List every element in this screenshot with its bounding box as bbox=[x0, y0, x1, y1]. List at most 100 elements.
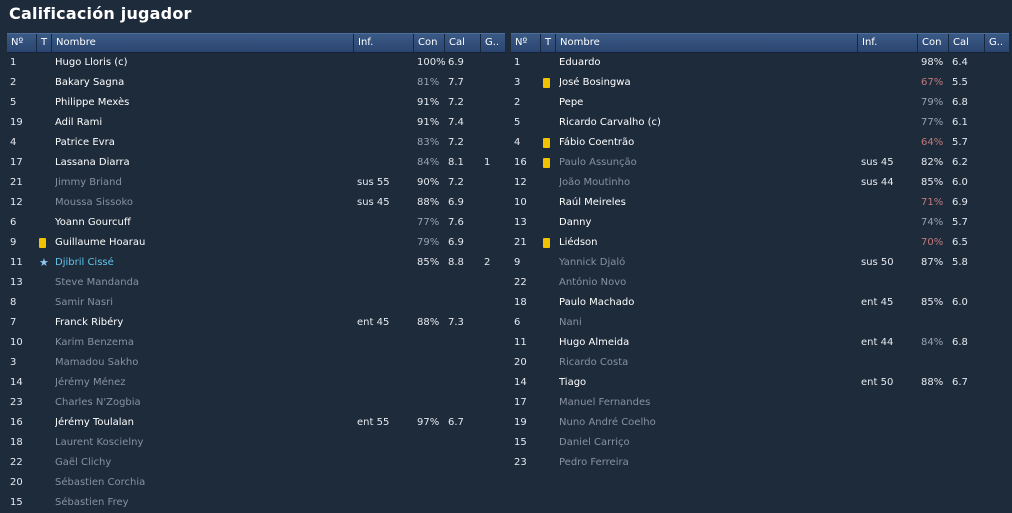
column-header-name[interactable]: Nombre bbox=[52, 34, 354, 52]
table-row[interactable]: 21 Liédson 70% 6.5 bbox=[511, 233, 1009, 253]
table-row[interactable]: 19 Nuno André Coelho bbox=[511, 413, 1009, 433]
column-header-inf[interactable]: Inf. bbox=[858, 34, 918, 52]
table-row[interactable]: 8 Samir Nasri bbox=[7, 293, 505, 313]
table-row[interactable]: 14 Jérémy Ménez bbox=[7, 373, 505, 393]
table-row[interactable]: 7 Franck Ribéry ent 45 88% 7.3 bbox=[7, 313, 505, 333]
table-row[interactable]: 12 Moussa Sissoko sus 45 88% 6.9 bbox=[7, 193, 505, 213]
column-header-g[interactable]: G.. bbox=[485, 37, 500, 48]
table-row[interactable]: 17 Manuel Fernandes bbox=[511, 393, 1009, 413]
player-name[interactable]: Liédson bbox=[559, 237, 598, 248]
player-name[interactable]: António Novo bbox=[559, 277, 627, 288]
table-row[interactable]: 22 António Novo bbox=[511, 273, 1009, 293]
player-name[interactable]: Tiago bbox=[559, 377, 587, 388]
column-header-num[interactable]: Nº bbox=[7, 34, 37, 52]
player-name[interactable]: Jérémy Ménez bbox=[55, 377, 126, 388]
player-name[interactable]: Samir Nasri bbox=[55, 297, 113, 308]
table-row[interactable]: 15 Sébastien Frey bbox=[7, 493, 505, 513]
column-header-g[interactable]: G.. bbox=[989, 37, 1004, 48]
table-row[interactable]: 20 Ricardo Costa bbox=[511, 353, 1009, 373]
table-row[interactable]: 10 Karim Benzema bbox=[7, 333, 505, 353]
table-row[interactable]: 5 Philippe Mexès 91% 7.2 bbox=[7, 93, 505, 113]
column-header-t[interactable]: T bbox=[37, 34, 52, 52]
player-name[interactable]: Yannick Djaló bbox=[559, 257, 626, 268]
table-row[interactable]: 18 Laurent Koscielny bbox=[7, 433, 505, 453]
player-name[interactable]: Adil Rami bbox=[55, 117, 103, 128]
table-row[interactable]: 16 Paulo Assunção sus 45 82% 6.2 bbox=[511, 153, 1009, 173]
column-header-con[interactable]: Con bbox=[918, 34, 949, 52]
column-header-con[interactable]: Con bbox=[414, 34, 445, 52]
player-name[interactable]: Pedro Ferreira bbox=[559, 457, 629, 468]
table-row[interactable]: 1 Eduardo 98% 6.4 bbox=[511, 53, 1009, 73]
table-row[interactable]: 10 Raúl Meireles 71% 6.9 bbox=[511, 193, 1009, 213]
column-header-name[interactable]: Nombre bbox=[556, 34, 858, 52]
player-name[interactable]: Paulo Machado bbox=[559, 297, 635, 308]
player-name[interactable]: Raúl Meireles bbox=[559, 197, 626, 208]
table-row[interactable]: 9 Yannick Djaló sus 50 87% 5.8 bbox=[511, 253, 1009, 273]
player-name[interactable]: Ricardo Costa bbox=[559, 357, 629, 368]
player-name[interactable]: Pepe bbox=[559, 97, 584, 108]
player-name[interactable]: José Bosingwa bbox=[559, 77, 631, 88]
player-name[interactable]: Hugo Almeida bbox=[559, 337, 630, 348]
player-name[interactable]: Gaël Clichy bbox=[55, 457, 112, 468]
player-name[interactable]: Laurent Koscielny bbox=[55, 437, 144, 448]
table-row[interactable]: 18 Paulo Machado ent 45 85% 6.0 bbox=[511, 293, 1009, 313]
table-row[interactable]: 6 Yoann Gourcuff 77% 7.6 bbox=[7, 213, 505, 233]
player-name[interactable]: Steve Mandanda bbox=[55, 277, 140, 288]
table-row[interactable]: 3 Mamadou Sakho bbox=[7, 353, 505, 373]
column-header-cal[interactable]: Cal bbox=[445, 34, 481, 52]
table-row[interactable]: 15 Daniel Carriço bbox=[511, 433, 1009, 453]
player-name[interactable]: João Moutinho bbox=[559, 177, 631, 188]
table-row[interactable]: 23 Pedro Ferreira bbox=[511, 453, 1009, 473]
player-name[interactable]: Sébastien Frey bbox=[55, 497, 129, 508]
player-name[interactable]: Lassana Diarra bbox=[55, 157, 130, 168]
column-header-t[interactable]: T bbox=[541, 34, 556, 52]
table-row[interactable]: 11 ★ Djibril Cissé 85% 8.8 2 bbox=[7, 253, 505, 273]
column-header-inf[interactable]: Inf. bbox=[354, 34, 414, 52]
player-name[interactable]: Franck Ribéry bbox=[55, 317, 124, 328]
table-row[interactable]: 14 Tiago ent 50 88% 6.7 bbox=[511, 373, 1009, 393]
table-row[interactable]: 4 Fábio Coentrão 64% 5.7 bbox=[511, 133, 1009, 153]
player-name[interactable]: Manuel Fernandes bbox=[559, 397, 651, 408]
player-name[interactable]: Karim Benzema bbox=[55, 337, 134, 348]
table-row[interactable]: 16 Jérémy Toulalan ent 55 97% 6.7 bbox=[7, 413, 505, 433]
player-name[interactable]: Patrice Evra bbox=[55, 137, 115, 148]
table-row[interactable]: 20 Sébastien Corchia bbox=[7, 473, 505, 493]
player-name[interactable]: Sébastien Corchia bbox=[55, 477, 146, 488]
player-name[interactable]: Philippe Mexès bbox=[55, 97, 130, 108]
table-row[interactable]: 17 Lassana Diarra 84% 8.1 1 bbox=[7, 153, 505, 173]
player-name[interactable]: Djibril Cissé bbox=[55, 257, 114, 268]
column-header-cal[interactable]: Cal bbox=[949, 34, 985, 52]
player-name[interactable]: Yoann Gourcuff bbox=[55, 217, 131, 228]
player-name[interactable]: Moussa Sissoko bbox=[55, 197, 134, 208]
player-name[interactable]: Jérémy Toulalan bbox=[55, 417, 134, 428]
table-row[interactable]: 23 Charles N'Zogbia bbox=[7, 393, 505, 413]
table-row[interactable]: 3 José Bosingwa 67% 5.5 bbox=[511, 73, 1009, 93]
table-row[interactable]: 21 Jimmy Briand sus 55 90% 7.2 bbox=[7, 173, 505, 193]
player-name[interactable]: Mamadou Sakho bbox=[55, 357, 139, 368]
player-name[interactable]: Daniel Carriço bbox=[559, 437, 630, 448]
player-name[interactable]: Fábio Coentrão bbox=[559, 137, 635, 148]
table-row[interactable]: 6 Nani bbox=[511, 313, 1009, 333]
player-name[interactable]: Charles N'Zogbia bbox=[55, 397, 141, 408]
table-row[interactable]: 11 Hugo Almeida ent 44 84% 6.8 bbox=[511, 333, 1009, 353]
table-row[interactable]: 22 Gaël Clichy bbox=[7, 453, 505, 473]
player-name[interactable]: Guillaume Hoarau bbox=[55, 237, 146, 248]
table-row[interactable]: 9 Guillaume Hoarau 79% 6.9 bbox=[7, 233, 505, 253]
player-name[interactable]: Bakary Sagna bbox=[55, 77, 125, 88]
table-row[interactable]: 12 João Moutinho sus 44 85% 6.0 bbox=[511, 173, 1009, 193]
table-row[interactable]: 19 Adil Rami 91% 7.4 bbox=[7, 113, 505, 133]
player-name[interactable]: Paulo Assunção bbox=[559, 157, 637, 168]
player-name[interactable]: Jimmy Briand bbox=[55, 177, 122, 188]
table-row[interactable]: 2 Pepe 79% 6.8 bbox=[511, 93, 1009, 113]
column-header-num[interactable]: Nº bbox=[511, 34, 541, 52]
player-name[interactable]: Nuno André Coelho bbox=[559, 417, 656, 428]
player-name[interactable]: Ricardo Carvalho (c) bbox=[559, 117, 661, 128]
player-name[interactable]: Hugo Lloris (c) bbox=[55, 57, 128, 68]
table-row[interactable]: 2 Bakary Sagna 81% 7.7 bbox=[7, 73, 505, 93]
table-row[interactable]: 4 Patrice Evra 83% 7.2 bbox=[7, 133, 505, 153]
player-name[interactable]: Nani bbox=[559, 317, 582, 328]
player-name[interactable]: Eduardo bbox=[559, 57, 601, 68]
table-row[interactable]: 1 Hugo Lloris (c) 100% 6.9 bbox=[7, 53, 505, 73]
table-row[interactable]: 13 Danny 74% 5.7 bbox=[511, 213, 1009, 233]
table-row[interactable]: 5 Ricardo Carvalho (c) 77% 6.1 bbox=[511, 113, 1009, 133]
